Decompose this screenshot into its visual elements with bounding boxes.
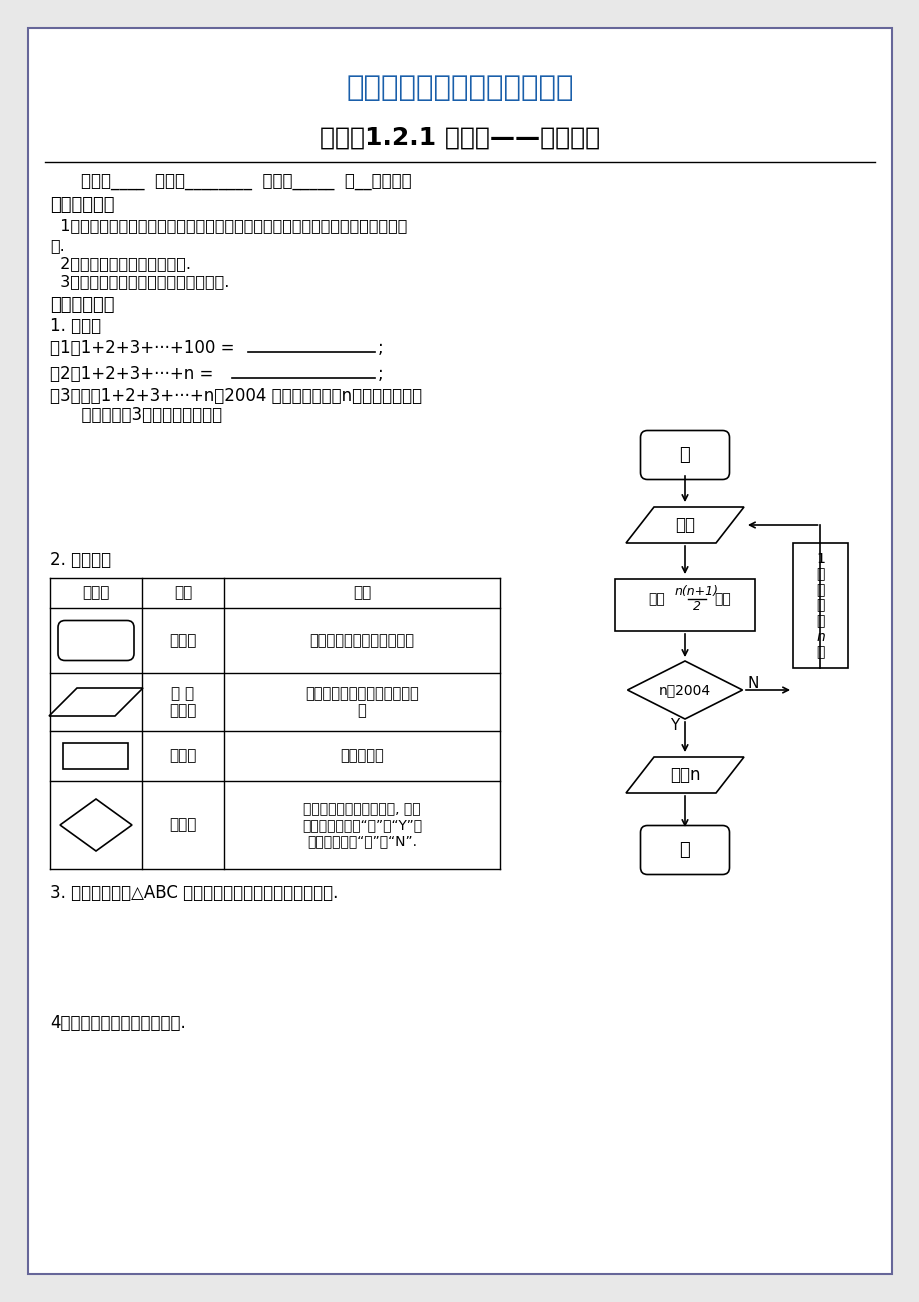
Text: 增: 增 xyxy=(815,583,823,596)
Text: Y: Y xyxy=(670,719,679,733)
Text: 1: 1 xyxy=(815,552,824,565)
Text: 1. 问题：: 1. 问题： xyxy=(50,316,101,335)
Polygon shape xyxy=(625,756,743,793)
Text: 表示一个算法输入和输出的信
息: 表示一个算法输入和输出的信 息 xyxy=(305,686,418,719)
Text: 名称: 名称 xyxy=(174,586,192,600)
Text: 2、能用流程图表示顺序结构.: 2、能用流程图表示顺序结构. xyxy=(50,256,191,272)
Polygon shape xyxy=(60,799,131,852)
Polygon shape xyxy=(49,687,142,716)
Text: 3. 问题：写出作△ABC 的外接圆的算法，并用流程图表示.: 3. 问题：写出作△ABC 的外接圆的算法，并用流程图表示. xyxy=(50,884,338,902)
FancyBboxPatch shape xyxy=(640,431,729,479)
FancyBboxPatch shape xyxy=(640,825,729,875)
Text: （人教版）精品数学教学资料: （人教版）精品数学教学资料 xyxy=(346,74,573,102)
Text: 【学习目标】: 【学习目标】 xyxy=(50,197,114,214)
Text: 値: 値 xyxy=(815,599,823,612)
Text: 输出n: 输出n xyxy=(669,766,699,784)
FancyBboxPatch shape xyxy=(58,621,134,660)
Text: 请设计第（3）个问题的算法：: 请设计第（3）个问题的算法： xyxy=(50,406,221,424)
Text: n＞2004: n＞2004 xyxy=(658,684,710,697)
Text: 判断框: 判断框 xyxy=(169,818,197,832)
Text: 【课前预习】: 【课前预习】 xyxy=(50,296,114,314)
Text: 2. 流程图：: 2. 流程图： xyxy=(50,551,111,569)
Text: 开: 开 xyxy=(679,447,689,464)
Text: 结: 结 xyxy=(679,841,689,859)
Text: 输入: 输入 xyxy=(675,516,694,534)
Polygon shape xyxy=(625,506,743,543)
Text: n(n+1): n(n+1) xyxy=(675,585,719,598)
Text: 的: 的 xyxy=(815,615,823,628)
Polygon shape xyxy=(627,661,742,719)
Text: （2）1+2+3+···+n =: （2）1+2+3+···+n = xyxy=(50,365,213,383)
Text: 表示一个算法的起始和结束: 表示一个算法的起始和结束 xyxy=(309,633,414,648)
Bar xyxy=(792,543,847,668)
Text: 功能: 功能 xyxy=(353,586,370,600)
Text: （3）求卓1+2+3+···+n＞2004 时，满足条件的n的最小正整数；: （3）求卓1+2+3+···+n＞2004 时，满足条件的n的最小正整数； xyxy=(50,387,422,405)
Text: （1）1+2+3+···+100 =: （1）1+2+3+···+100 = xyxy=(50,339,234,357)
Text: ;: ; xyxy=(378,365,383,383)
Text: 课题：1.2.1 流程图——顺序结构: 课题：1.2.1 流程图——顺序结构 xyxy=(320,126,599,150)
Text: 的値: 的値 xyxy=(714,592,731,605)
Text: 义.: 义. xyxy=(50,238,64,254)
Text: n: n xyxy=(815,630,824,643)
Text: 计算: 计算 xyxy=(648,592,664,605)
Text: 班级：____  姓名：________  学号：_____  第__学习小组: 班级：____ 姓名：________ 学号：_____ 第__学习小组 xyxy=(60,173,411,191)
Text: 4．顺序结构的含义及其表示.: 4．顺序结构的含义及其表示. xyxy=(50,1014,186,1032)
Text: 判断某一个条件是否成立, 成立
的在出口处标明“是”或“Y”；
不成立时标明“否”或“N”.: 判断某一个条件是否成立, 成立 的在出口处标明“是”或“Y”； 不成立时标明“否… xyxy=(301,802,422,848)
Text: 处理框: 处理框 xyxy=(169,749,197,763)
Text: 起止框: 起止框 xyxy=(169,633,197,648)
FancyBboxPatch shape xyxy=(28,29,891,1273)
Text: 赋値、计算: 赋値、计算 xyxy=(340,749,383,763)
Text: 1、了解常用流程图符号（输入输出框、处理框、判断框、起止框、流程线）的意: 1、了解常用流程图符号（输入输出框、处理框、判断框、起止框、流程线）的意 xyxy=(50,219,407,233)
Text: 输 入
输出框: 输 入 输出框 xyxy=(169,686,197,719)
Text: N: N xyxy=(746,677,758,691)
Text: 使: 使 xyxy=(815,646,823,659)
Text: 加: 加 xyxy=(815,568,823,581)
Text: 2: 2 xyxy=(692,600,700,613)
Text: ;: ; xyxy=(378,339,383,357)
Bar xyxy=(63,743,129,769)
Text: 程序框: 程序框 xyxy=(82,586,109,600)
Bar xyxy=(614,579,754,631)
Text: 3、能识别简单的流程图所描述的算法.: 3、能识别简单的流程图所描述的算法. xyxy=(50,275,229,289)
